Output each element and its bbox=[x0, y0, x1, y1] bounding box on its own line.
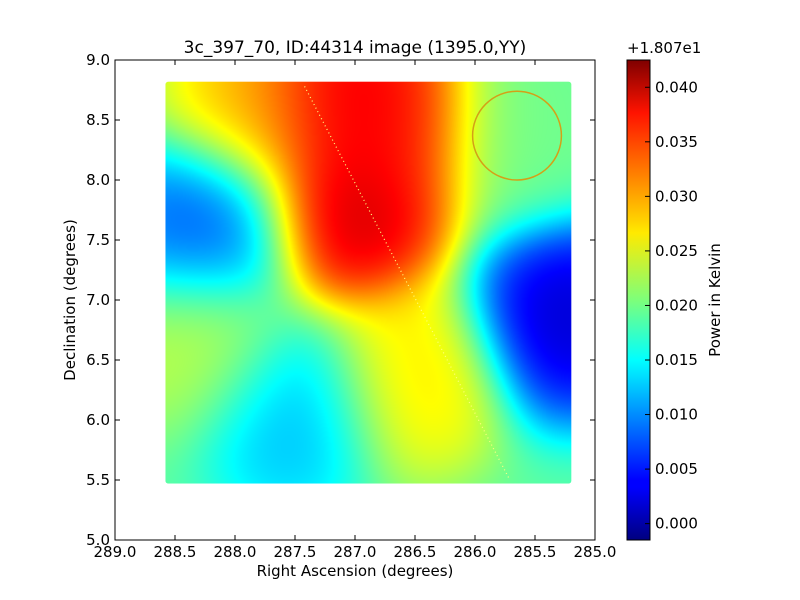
y-tick-label: 8.5 bbox=[86, 111, 110, 129]
y-tick-label: 5.5 bbox=[86, 471, 110, 489]
colorbar-tick-label: 0.010 bbox=[655, 406, 698, 424]
y-tick-label: 7.0 bbox=[86, 291, 110, 309]
y-axis-ticks: 5.0 5.5 6.0 6.5 7.0 7.5 8.0 8.5 9.0 bbox=[86, 51, 595, 549]
colorbar-tick-label: 0.005 bbox=[655, 460, 698, 478]
x-axis-label: Right Ascension (degrees) bbox=[257, 562, 454, 580]
beam-circle bbox=[471, 90, 563, 181]
y-tick-label: 6.5 bbox=[86, 351, 110, 369]
x-axis-ticks: 289.0 288.5 288.0 287.5 287.0 286.5 286.0 285.5… bbox=[94, 60, 617, 561]
y-tick-label: 9.0 bbox=[86, 51, 110, 69]
x-tick-label: 287.0 bbox=[334, 543, 377, 561]
colorbar-tick-label: 0.040 bbox=[655, 78, 698, 96]
galactic-plane-line bbox=[304, 86, 510, 478]
colorbar-tick-label: 0.015 bbox=[655, 351, 698, 369]
x-tick-label: 287.5 bbox=[274, 543, 317, 561]
colorbar bbox=[626, 59, 651, 541]
x-tick-label: 288.0 bbox=[214, 543, 257, 561]
colorbar-tick-label: 0.030 bbox=[655, 187, 698, 205]
colorbar-tick-label: 0.020 bbox=[655, 296, 698, 314]
heatmap-image bbox=[165, 81, 572, 484]
y-tick-label: 7.5 bbox=[86, 231, 110, 249]
colorbar-label: Power in Kelvin bbox=[706, 243, 724, 357]
colorbar-ticks: 0.000 0.005 0.010 0.015 0.020 0.025 0.030 0.035… bbox=[645, 78, 698, 533]
chart-title: 3c_397_70, ID:44314 image (1395.0,YY) bbox=[184, 38, 527, 58]
x-tick-label: 285.0 bbox=[574, 543, 617, 561]
colorbar-tick-label: 0.025 bbox=[655, 242, 698, 260]
y-tick-label: 8.0 bbox=[86, 171, 110, 189]
colorbar-tick-label: 0.000 bbox=[655, 515, 698, 533]
x-tick-label: 288.5 bbox=[154, 543, 197, 561]
colorbar-tick-label: 0.035 bbox=[655, 133, 698, 151]
y-tick-label: 6.0 bbox=[86, 411, 110, 429]
overlays bbox=[304, 86, 563, 478]
colorbar-offset-text: +1.807e1 bbox=[627, 39, 701, 57]
y-tick-label: 5.0 bbox=[86, 531, 110, 549]
x-tick-label: 289.0 bbox=[94, 543, 137, 561]
x-tick-label: 286.5 bbox=[394, 543, 437, 561]
x-tick-label: 286.0 bbox=[454, 543, 497, 561]
x-tick-label: 285.5 bbox=[514, 543, 557, 561]
y-axis-label: Declination (degrees) bbox=[61, 219, 79, 381]
